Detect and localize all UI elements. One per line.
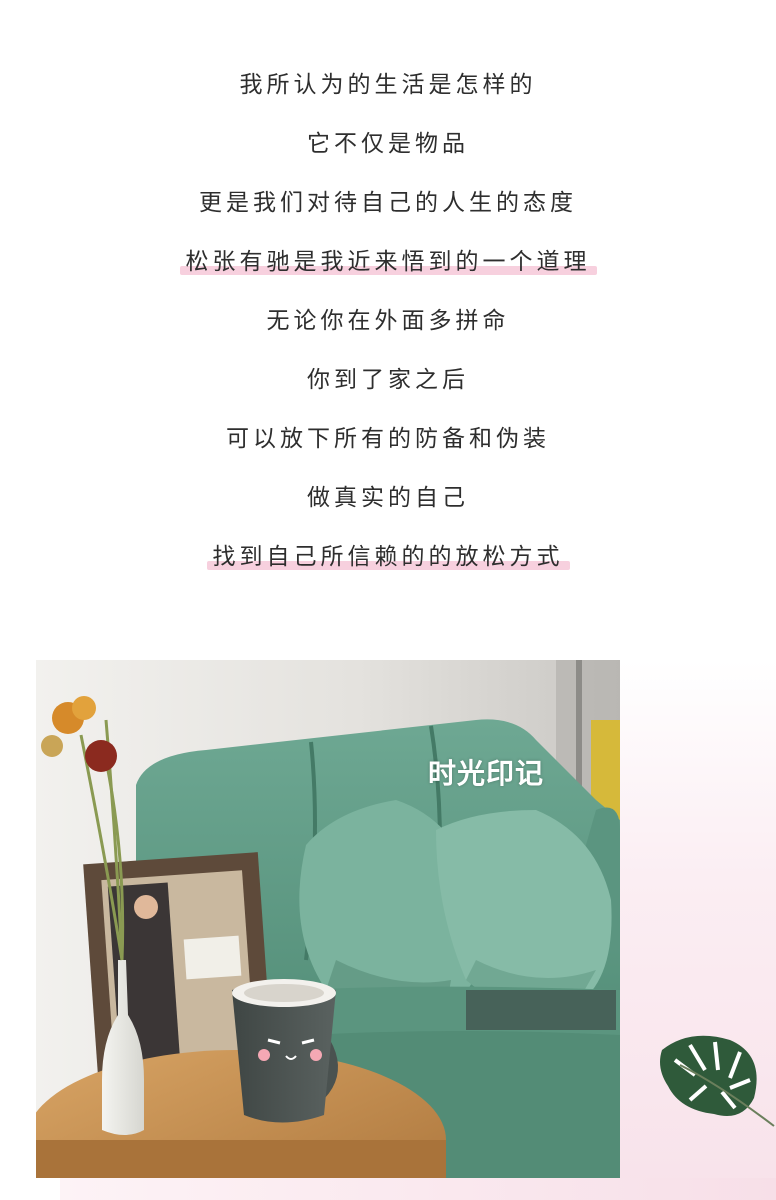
poem-line: 可以放下所有的防备和伪装	[226, 426, 550, 452]
poem-line: 我所认为的生活是怎样的	[239, 72, 537, 98]
poem-line: 它不仅是物品	[307, 131, 469, 157]
highlight-mark: 找到自己所信赖的的放松方式	[206, 542, 570, 572]
watermark-text: 时光印记	[428, 757, 545, 790]
flowers	[41, 696, 117, 772]
mug	[232, 979, 338, 1123]
poem-line: 更是我们对待自己的人生的态度	[199, 190, 577, 216]
monstera-leaf-icon	[650, 1030, 776, 1134]
poem-line: 做真实的自己	[307, 485, 469, 511]
cushion-left	[299, 800, 482, 1015]
lamp-pole	[576, 660, 582, 860]
poem-line: 你到了家之后	[307, 367, 469, 393]
cushion-right	[436, 810, 612, 1008]
table-top-lower	[36, 1140, 446, 1178]
poem-line-highlighted: 松张有驰是我近来悟到的一个道理	[0, 247, 776, 277]
poem-line: 无论你在外面多拼命	[266, 308, 510, 334]
highlight-mark: 松张有驰是我近来悟到的一个道理	[179, 247, 597, 277]
throw-dark	[466, 990, 616, 1030]
poem-line-highlighted: 找到自己所信赖的的放松方式	[0, 542, 776, 572]
pink-bottom-strip	[60, 1178, 776, 1200]
vase	[102, 960, 144, 1135]
living-room-photo	[36, 660, 620, 1178]
pink-gradient-backdrop	[610, 660, 776, 1200]
